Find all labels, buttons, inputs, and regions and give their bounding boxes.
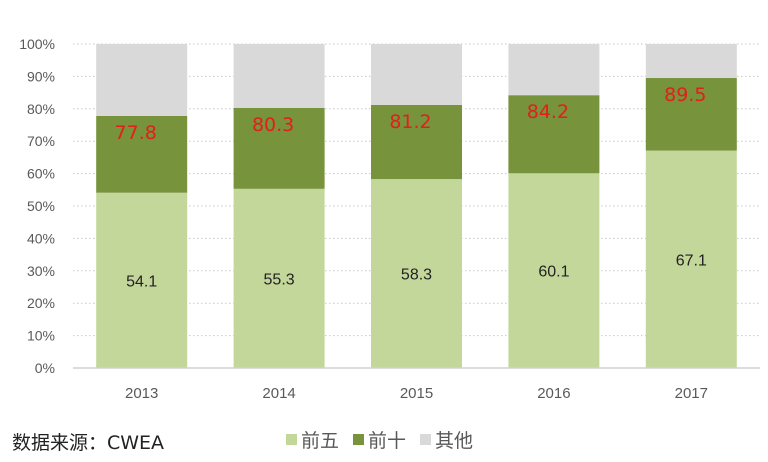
bar-segment-top10	[371, 104, 462, 180]
legend-swatch-top5	[286, 434, 297, 445]
y-tick-label: 60%	[27, 166, 55, 182]
data-label-top10: 80.3	[252, 114, 294, 136]
bar-segment-top5	[645, 150, 737, 368]
legend-label: 前五	[301, 430, 340, 452]
bar-segment-top5	[96, 192, 188, 368]
data-label-top5: 54.1	[126, 273, 157, 290]
legend: 前五 前十 其他	[286, 426, 473, 453]
legend-swatch-other	[420, 434, 432, 445]
legend-item-other: 其他	[420, 426, 473, 453]
bar-segment-other	[233, 44, 325, 108]
legend-label: 其他	[435, 430, 474, 452]
y-tick-label: 20%	[27, 295, 55, 311]
bar-segment-other	[508, 44, 600, 96]
legend-swatch-top10	[353, 434, 365, 445]
legend-item-top5: 前五	[286, 426, 339, 453]
y-tick-label: 70%	[27, 133, 55, 149]
y-tick-label: 40%	[27, 230, 55, 246]
y-tick-label: 80%	[27, 101, 55, 117]
y-tick-label: 10%	[27, 328, 55, 344]
bar-segment-top5	[371, 179, 462, 368]
legend-label: 前十	[368, 430, 407, 452]
bar-segment-top10	[508, 95, 600, 174]
bar-segment-top10	[645, 78, 737, 151]
data-label-top10: 77.8	[115, 122, 157, 144]
bar-segment-top10	[233, 107, 325, 189]
bar-segment-other	[371, 44, 462, 105]
data-label-top5: 67.1	[676, 252, 707, 269]
y-tick-label: 0%	[35, 360, 55, 376]
data-label-top5: 58.3	[401, 267, 432, 284]
legend-item-top10: 前十	[353, 426, 406, 453]
y-tick-label: 30%	[27, 263, 55, 279]
bar-segment-other	[96, 44, 188, 116]
source-note: 数据来源：CWEA	[12, 432, 165, 454]
bar-segment-top5	[508, 173, 600, 368]
data-label-top10: 89.5	[664, 84, 706, 106]
y-tick-label: 90%	[27, 68, 55, 84]
data-label-top5: 60.1	[538, 264, 569, 281]
x-tick-label: 2014	[262, 385, 295, 402]
bar-segment-top10	[96, 115, 188, 193]
y-tick-label: 100%	[19, 36, 55, 52]
x-tick-label: 2017	[675, 385, 708, 402]
data-label-top10: 84.2	[527, 101, 569, 123]
x-tick-label: 2016	[537, 385, 570, 402]
y-tick-label: 50%	[27, 198, 55, 214]
bar-segment-top5	[233, 188, 325, 368]
x-tick-label: 2015	[400, 385, 433, 402]
data-label-top10: 81.2	[389, 111, 431, 133]
data-label-top5: 55.3	[264, 271, 295, 288]
bar-segment-other	[645, 44, 737, 79]
x-tick-label: 2013	[125, 385, 158, 402]
